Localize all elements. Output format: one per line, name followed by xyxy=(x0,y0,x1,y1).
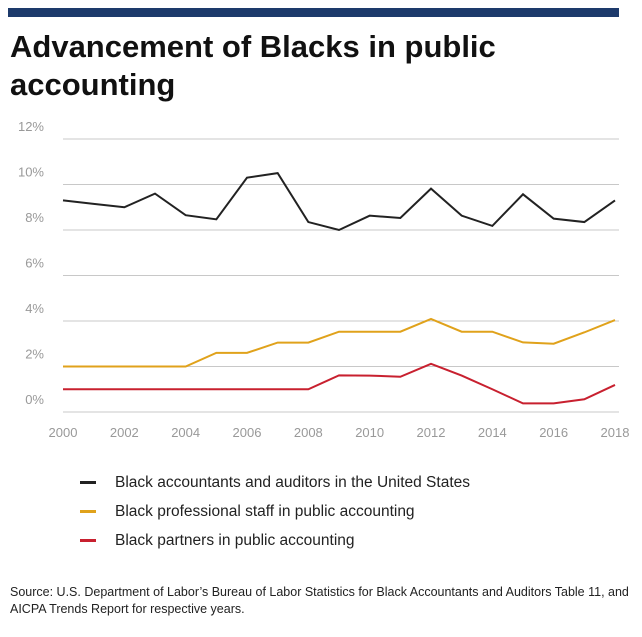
x-tick-label: 2014 xyxy=(478,425,507,440)
x-tick-label: 2016 xyxy=(539,425,568,440)
series-line-2 xyxy=(63,317,616,368)
x-tick-label: 2006 xyxy=(233,425,262,440)
y-tick-label: 10% xyxy=(18,165,44,180)
x-tick-label: 2008 xyxy=(294,425,323,440)
legend-item: Black partners in public accounting xyxy=(80,526,470,555)
header-bar xyxy=(8,8,619,17)
series-line-3 xyxy=(63,362,616,405)
legend-label: Black partners in public accounting xyxy=(115,531,355,549)
x-tick-label: 2004 xyxy=(171,425,200,440)
y-tick-label: 0% xyxy=(25,392,44,407)
legend-swatch xyxy=(80,510,96,513)
x-tick-label: 2012 xyxy=(417,425,446,440)
y-tick-label: 12% xyxy=(18,119,44,134)
y-tick-label: 2% xyxy=(25,347,44,362)
legend-item: Black professional staff in public accou… xyxy=(80,497,470,526)
y-tick-label: 4% xyxy=(25,301,44,316)
legend-label: Black accountants and auditors in the Un… xyxy=(115,473,470,491)
line-chart: 0% 2% 4% 6% 8% 10% 12% 2000 2002 2004 2006 2008 2010… xyxy=(18,119,630,440)
x-tick-label: 2010 xyxy=(355,425,384,440)
y-tick-label: 6% xyxy=(25,256,44,271)
x-tick-label: 2002 xyxy=(110,425,139,440)
legend-swatch xyxy=(80,539,96,542)
y-tick-label: 8% xyxy=(25,210,44,225)
legend-label: Black professional staff in public accou… xyxy=(115,502,415,520)
source-note: Source: U.S. Department of Labor’s Burea… xyxy=(10,585,629,616)
chart-title: Advancement of Blacks in public accounti… xyxy=(10,29,496,102)
x-tick-label: 2018 xyxy=(601,425,630,440)
legend-item: Black accountants and auditors in the Un… xyxy=(80,468,470,497)
x-tick-label: 2000 xyxy=(49,425,78,440)
legend-swatch xyxy=(80,481,96,484)
series-line-1 xyxy=(62,172,616,232)
legend: Black accountants and auditors in the Un… xyxy=(80,468,470,555)
